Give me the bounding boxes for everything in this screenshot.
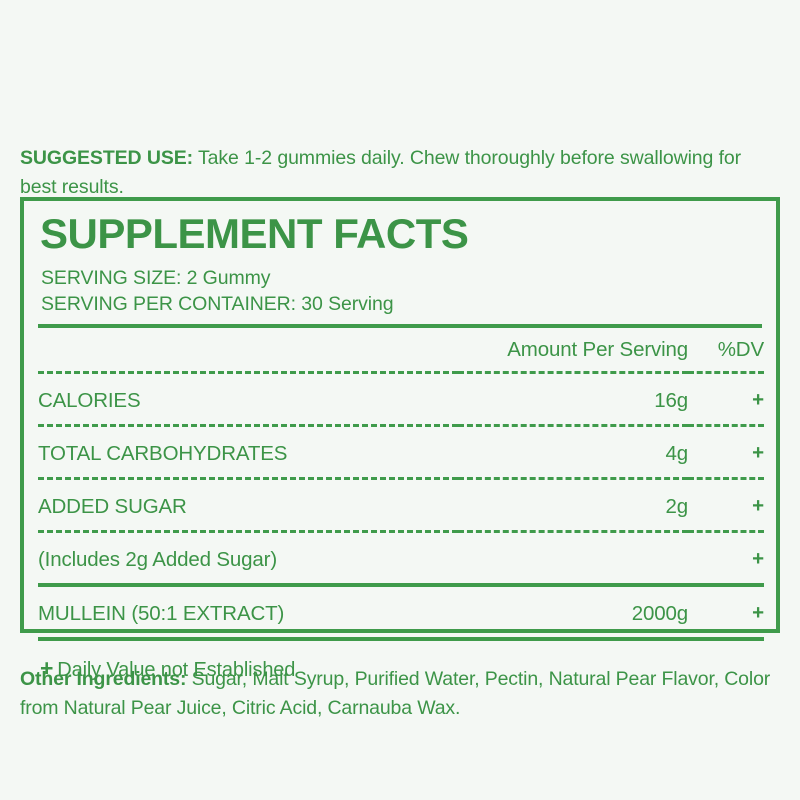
header-cell-amount: Amount Per Serving: [507, 337, 688, 361]
other-ingredients-paragraph: Other Ingredients: Sugar, Malt Syrup, Pu…: [20, 665, 788, 723]
suggested-use-label: SUGGESTED USE:: [20, 146, 194, 169]
divider-dashed: [38, 424, 764, 430]
divider-dashed: [38, 371, 764, 377]
row-amount-calories: 16g: [654, 388, 688, 412]
supplement-facts-title: SUPPLEMENT FACTS: [40, 210, 469, 257]
row-dv-calories: +: [752, 388, 764, 412]
row-name-includes-added-sugar: (Includes 2g Added Sugar): [38, 547, 277, 571]
serving-info-block: SERVING SIZE: 2 Gummy SERVING PER CONTAI…: [38, 265, 762, 317]
table-row: CALORIES 16g +: [38, 377, 764, 426]
row-amount-added-sugar: 2g: [665, 494, 688, 518]
row-name-calories: CALORIES: [38, 388, 141, 412]
row-amount-includes-added-sugar: [458, 536, 688, 585]
header-cell-name: [38, 328, 458, 373]
row-dv-mullein: +: [752, 601, 764, 625]
row-amount-mullein: 2000g: [631, 601, 688, 625]
divider-row: [38, 583, 764, 590]
other-ingredients-text: Sugar, Malt Syrup, Purified Water, Pecti…: [20, 667, 771, 719]
header-divider-thick: [38, 324, 762, 328]
divider-dashed: [38, 530, 764, 536]
divider-dashed: [38, 477, 764, 483]
divider-row: [38, 530, 764, 536]
suggested-use-text: Take 1-2 gummies daily. Chew thoroughly …: [20, 146, 742, 198]
daily-value-footnote: + Daily Value not Established: [40, 655, 762, 682]
table-header-row: Amount Per Serving %DV: [38, 328, 764, 373]
row-dv-total-carbohydrates: +: [752, 441, 764, 465]
divider-row: [38, 371, 764, 377]
serving-size-line: SERVING SIZE: 2 Gummy: [41, 267, 271, 289]
row-name-mullein: MULLEIN (50:1 EXTRACT): [38, 601, 285, 625]
serving-per-container-line: SERVING PER CONTAINER: 30 Serving: [41, 293, 394, 315]
row-amount-total-carbohydrates: 4g: [665, 441, 688, 465]
divider-row: [38, 424, 764, 430]
daily-value-footnote-text: Daily Value not Established: [57, 659, 296, 681]
supplement-facts-table: Amount Per Serving %DV CALORIES 16g + TO…: [38, 328, 764, 644]
table-row: TOTAL CARBOHYDRATES 4g +: [38, 430, 764, 479]
row-dv-includes-added-sugar: +: [752, 547, 764, 571]
table-row: (Includes 2g Added Sugar) +: [38, 536, 764, 585]
suggested-use-paragraph: SUGGESTED USE: Take 1-2 gummies daily. C…: [20, 144, 782, 202]
table-row: MULLEIN (50:1 EXTRACT) 2000g +: [38, 590, 764, 639]
row-name-total-carbohydrates: TOTAL CARBOHYDRATES: [38, 441, 288, 465]
table-row: ADDED SUGAR 2g +: [38, 483, 764, 532]
header-cell-dv: %DV: [717, 337, 764, 361]
row-name-added-sugar: ADDED SUGAR: [38, 494, 187, 518]
divider-row: [38, 637, 764, 644]
row-dv-added-sugar: +: [752, 494, 764, 518]
other-ingredients-label: Other Ingredients:: [20, 667, 187, 690]
plus-icon: +: [40, 655, 54, 681]
divider-solid: [38, 637, 764, 644]
divider-solid: [38, 583, 764, 590]
supplement-facts-panel: SUPPLEMENT FACTS SERVING SIZE: 2 Gummy S…: [20, 197, 780, 681]
divider-row: [38, 477, 764, 483]
